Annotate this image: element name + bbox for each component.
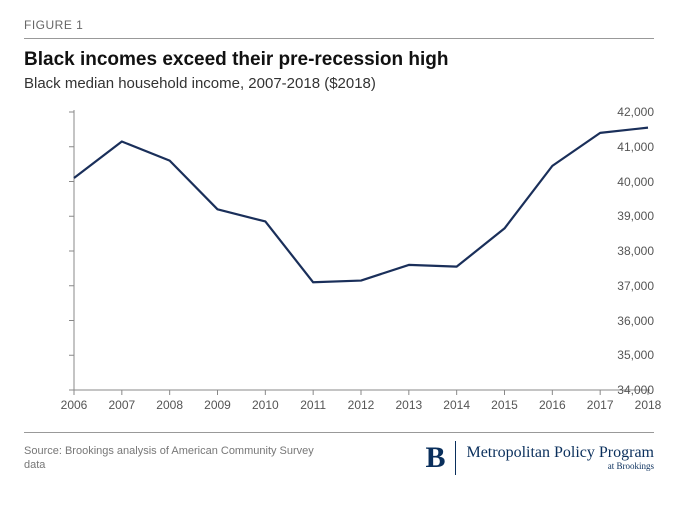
y-tick-label: 37,000 — [612, 279, 654, 293]
x-tick-label: 2011 — [300, 398, 326, 412]
data-line — [74, 128, 648, 283]
chart-title: Black incomes exceed their pre-recession… — [24, 49, 654, 71]
logo-letter: B — [425, 441, 445, 475]
x-tick-label: 2008 — [156, 398, 183, 412]
x-tick-label: 2010 — [252, 398, 279, 412]
y-tick-label: 35,000 — [612, 348, 654, 362]
x-tick-label: 2012 — [348, 398, 375, 412]
y-tick-label: 42,000 — [612, 105, 654, 119]
x-tick-label: 2007 — [108, 398, 135, 412]
x-tick-label: 2017 — [587, 398, 614, 412]
logo-sub-text: at Brookings — [466, 462, 654, 472]
y-tick-label: 34,000 — [612, 383, 654, 397]
bottom-divider — [24, 432, 654, 433]
logo-main-text: Metropolitan Policy Program — [466, 444, 654, 462]
y-tick-label: 38,000 — [612, 244, 654, 258]
y-tick-label: 36,000 — [612, 314, 654, 328]
x-tick-label: 2015 — [491, 398, 518, 412]
footer: Source: Brookings analysis of American C… — [24, 441, 654, 475]
x-tick-label: 2016 — [539, 398, 566, 412]
x-tick-label: 2013 — [395, 398, 422, 412]
brookings-logo: B Metropolitan Policy Program at Brookin… — [425, 441, 654, 475]
x-tick-label: 2006 — [61, 398, 88, 412]
x-tick-label: 2014 — [443, 398, 470, 412]
y-tick-label: 40,000 — [612, 175, 654, 189]
logo-divider — [455, 441, 456, 475]
y-tick-label: 39,000 — [612, 209, 654, 223]
x-tick-label: 2009 — [204, 398, 231, 412]
chart-subtitle: Black median household income, 2007-2018… — [24, 75, 654, 92]
logo-text: Metropolitan Policy Program at Brookings — [466, 444, 654, 471]
line-chart-svg — [24, 100, 654, 420]
x-tick-label: 2018 — [635, 398, 662, 412]
source-text: Source: Brookings analysis of American C… — [24, 444, 324, 473]
top-divider — [24, 38, 654, 39]
y-tick-label: 41,000 — [612, 140, 654, 154]
chart-area: 34,000 35,000 36,000 37,000 38,000 39,000 40,0… — [24, 100, 654, 420]
figure-label: FIGURE 1 — [24, 18, 654, 32]
